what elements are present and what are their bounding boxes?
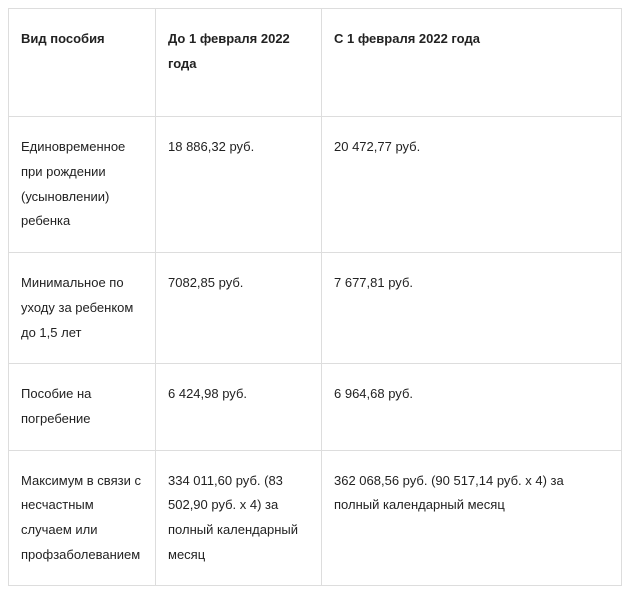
- cell-after: 6 964,68 руб.: [322, 364, 622, 450]
- cell-before: 18 886,32 руб.: [156, 117, 322, 253]
- cell-before: 334 011,60 руб. (83 502,90 руб. х 4) за …: [156, 450, 322, 586]
- cell-type: Максимум в связи с несчастным случаем ил…: [9, 450, 156, 586]
- cell-after: 20 472,77 руб.: [322, 117, 622, 253]
- col-header-after: С 1 февраля 2022 года: [322, 9, 622, 117]
- table-header-row: Вид пособия До 1 февраля 2022 года С 1 ф…: [9, 9, 622, 117]
- table-row: Пособие на погребение 6 424,98 руб. 6 96…: [9, 364, 622, 450]
- table-row: Максимум в связи с несчастным случаем ил…: [9, 450, 622, 586]
- table-row: Единовременное при рождении (усыновлении…: [9, 117, 622, 253]
- table-row: Минимальное по уходу за ребенком до 1,5 …: [9, 253, 622, 364]
- col-header-type: Вид пособия: [9, 9, 156, 117]
- cell-type: Пособие на погребение: [9, 364, 156, 450]
- col-header-before: До 1 февраля 2022 года: [156, 9, 322, 117]
- cell-before: 7082,85 руб.: [156, 253, 322, 364]
- cell-after: 7 677,81 руб.: [322, 253, 622, 364]
- cell-after: 362 068,56 руб. (90 517,14 руб. х 4) за …: [322, 450, 622, 586]
- cell-type: Единовременное при рождении (усыновлении…: [9, 117, 156, 253]
- cell-before: 6 424,98 руб.: [156, 364, 322, 450]
- cell-type: Минимальное по уходу за ребенком до 1,5 …: [9, 253, 156, 364]
- benefits-table: Вид пособия До 1 февраля 2022 года С 1 ф…: [8, 8, 622, 586]
